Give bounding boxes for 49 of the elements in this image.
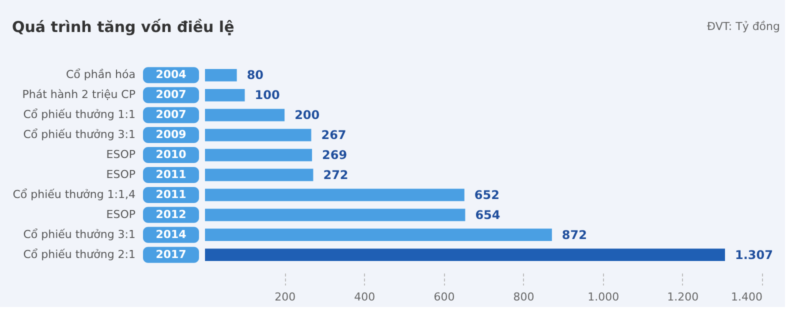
data-label: 654 (475, 208, 500, 222)
x-tick-label: 1.400 (731, 290, 762, 304)
y2-tick-label: 2017 (156, 248, 186, 261)
y2-tick-label: 2011 (156, 168, 186, 181)
y-tick-label: Cổ phiếu thưởng 3:1 (23, 128, 136, 142)
y-tick-label: Phát hành 2 triệu CP (22, 88, 136, 102)
data-label: 80 (246, 68, 264, 82)
bar (205, 188, 464, 202)
data-label: 652 (474, 188, 500, 202)
y-tick-label: Cổ phiếu thưởng 1:1 (23, 108, 136, 122)
bar (205, 228, 552, 242)
y2-tick-label: 2007 (156, 88, 186, 102)
bar (205, 168, 314, 182)
x-tick-label: 1.000 (588, 290, 620, 304)
x-tick-label: 1.200 (667, 290, 699, 304)
y2-tick-label: 2014 (156, 228, 187, 241)
x-tick-label: 400 (354, 290, 376, 304)
y2-tick-label: 2007 (156, 108, 186, 122)
bar (205, 148, 312, 162)
y-tick-label: ESOP (106, 148, 136, 162)
bar (205, 68, 237, 82)
y-tick-label: ESOP (106, 168, 136, 181)
x-tick-label: 200 (274, 290, 296, 304)
y-tick-label: Cổ phiếu thưởng 2:1 (23, 248, 136, 261)
y-tick-label: Cổ phiếu thưởng 3:1 (23, 228, 136, 241)
bar (205, 128, 312, 142)
data-label: 272 (323, 168, 348, 182)
bar (205, 208, 466, 222)
y-tick-label: Cổ phiếu thưởng 1:1,4 (12, 188, 136, 201)
y2-tick-label: 2004 (156, 68, 187, 82)
y2-tick-label: 2012 (156, 208, 186, 221)
x-tick-label: 600 (434, 290, 455, 304)
bar (205, 108, 285, 122)
x-tick-label: 800 (513, 290, 534, 304)
y-tick-label: ESOP (106, 208, 136, 221)
data-label: 200 (294, 108, 320, 122)
text: ĐVT: Tỷ đồng (707, 20, 780, 33)
data-label: 269 (322, 148, 348, 162)
y2-tick-label: 2009 (156, 128, 186, 142)
y2-tick-label: 2011 (156, 188, 186, 201)
data-label: 267 (321, 128, 346, 142)
data-label: 100 (254, 88, 280, 102)
y-tick-label: Cổ phần hóa (66, 68, 136, 82)
data-label: 872 (562, 228, 587, 242)
chart-title: Quá trình tăng vốn điều lệ (12, 18, 234, 36)
data-label: 1.307 (735, 248, 773, 262)
bar (205, 248, 725, 262)
bar (205, 88, 245, 102)
y2-tick-label: 2010 (156, 148, 187, 162)
